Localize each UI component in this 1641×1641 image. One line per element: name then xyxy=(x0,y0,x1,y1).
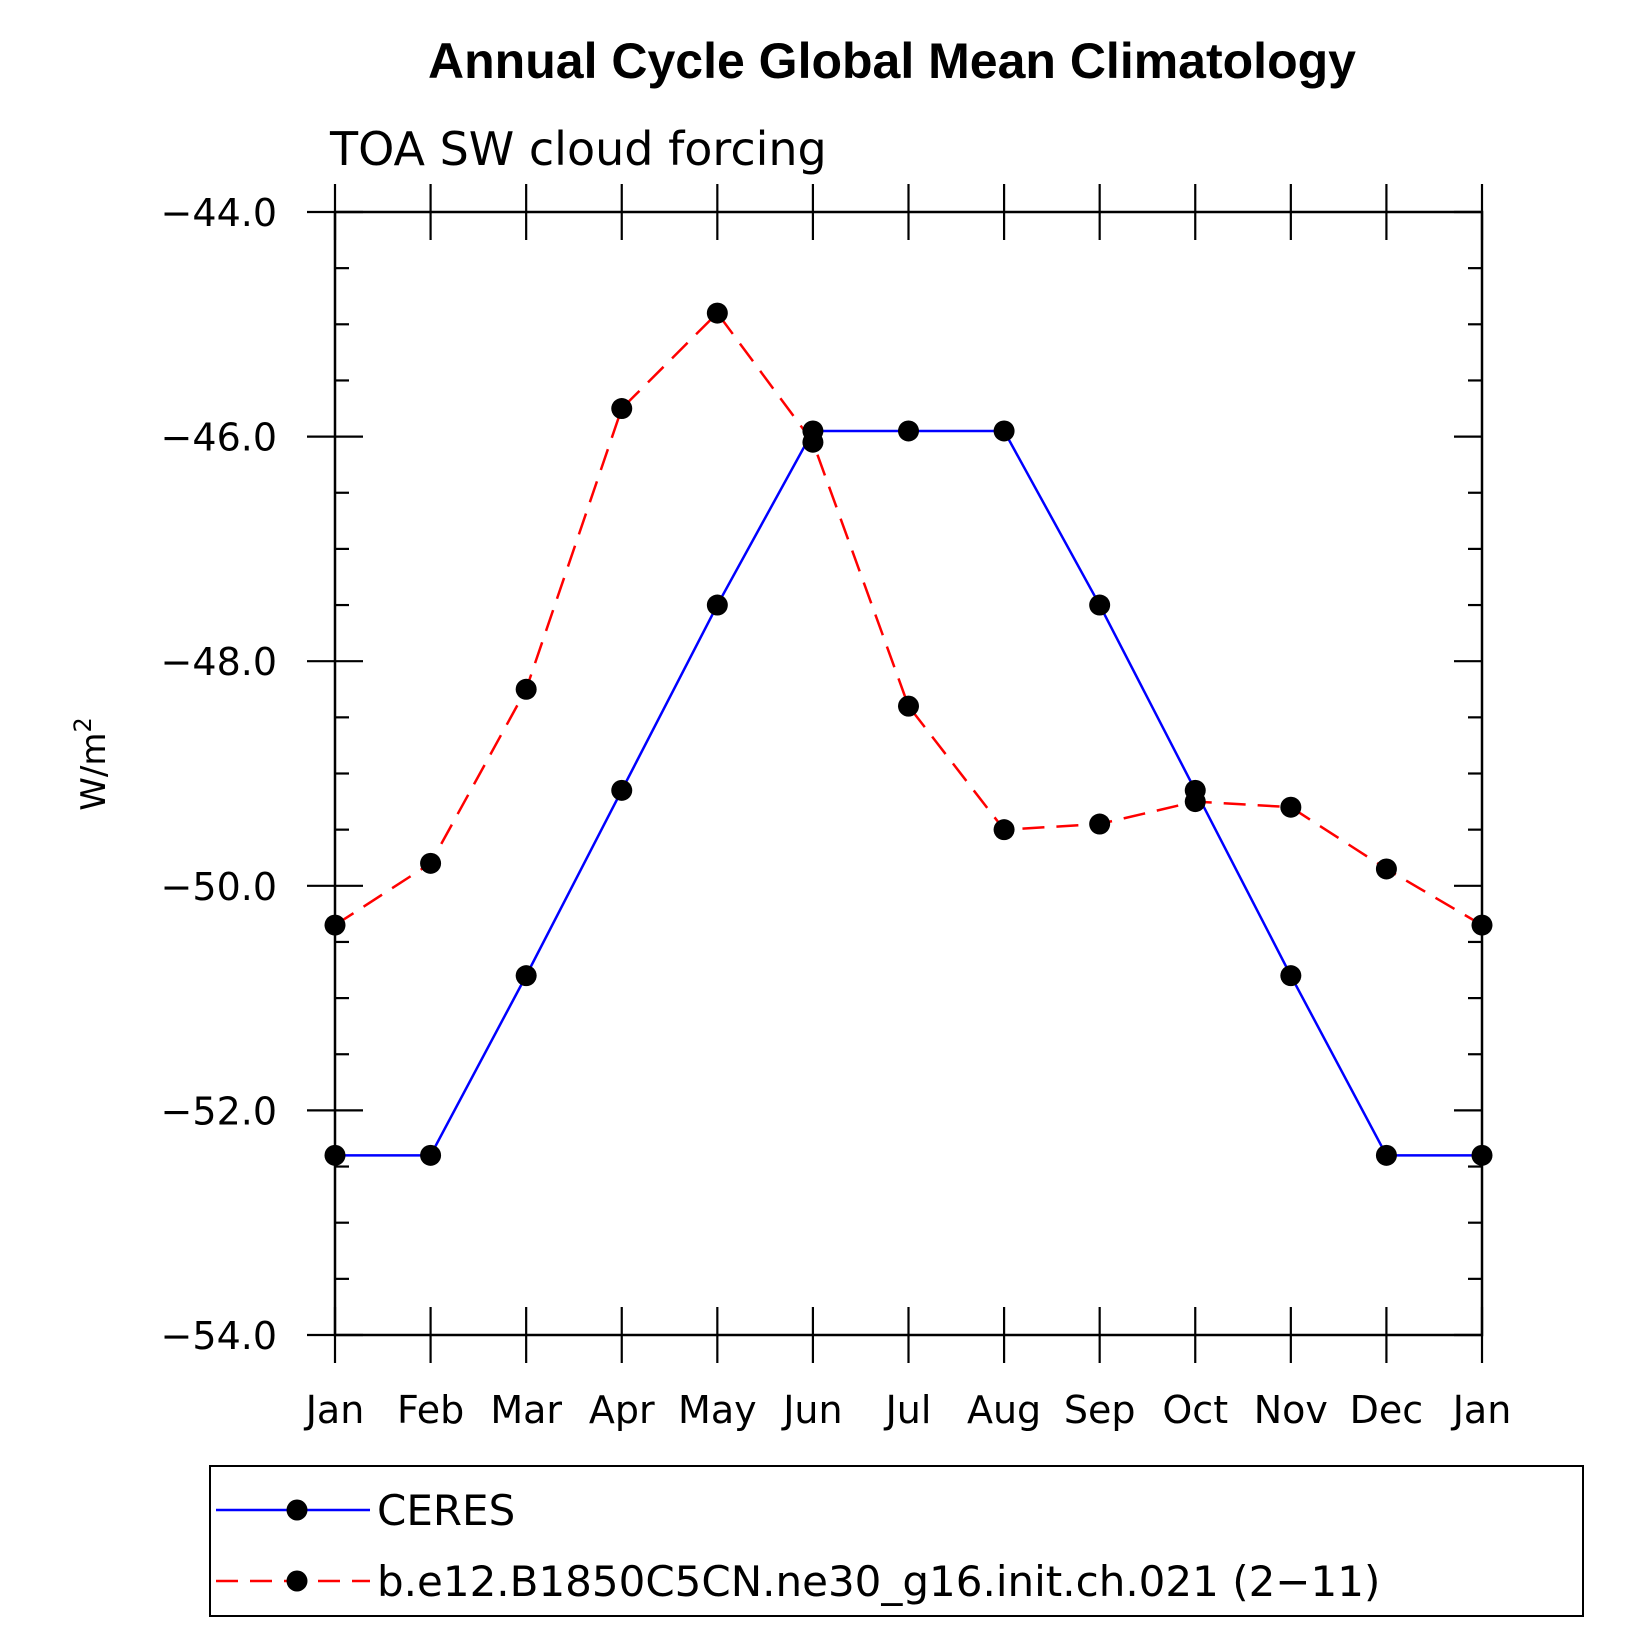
x-tick-label: Nov xyxy=(1254,1388,1328,1432)
data-point xyxy=(993,819,1015,841)
series-0-points xyxy=(324,420,1493,1166)
legend-box xyxy=(209,1465,1584,1617)
y-tick-label: −50.0 xyxy=(161,865,277,909)
data-point xyxy=(802,431,824,453)
data-point xyxy=(1184,791,1206,813)
data-point xyxy=(420,1144,442,1166)
data-point xyxy=(1089,813,1111,835)
data-point xyxy=(1089,594,1111,616)
chart-subtitle: TOA SW cloud forcing xyxy=(329,122,827,176)
y-tick-label: −44.0 xyxy=(161,191,277,235)
series-1 xyxy=(334,311,1483,927)
series-line xyxy=(334,311,1483,927)
x-tick-label: Jun xyxy=(781,1388,842,1432)
legend-swatch-marker xyxy=(286,1570,308,1592)
x-tick-label: Dec xyxy=(1350,1388,1424,1432)
legend: CERES b.e12.B1850C5CN.ne30_g16.init.ch.02… xyxy=(209,1465,1584,1617)
x-tick-label: Oct xyxy=(1162,1388,1228,1432)
x-tick-label: Jul xyxy=(884,1388,932,1432)
x-tick-label: May xyxy=(678,1388,757,1432)
plot-frame xyxy=(333,210,1484,1337)
data-point xyxy=(706,594,728,616)
chart-title: Annual Cycle Global Mean Climatology xyxy=(428,33,1356,89)
data-point xyxy=(611,779,633,801)
y-tick-label: −54.0 xyxy=(161,1314,277,1358)
y-tick-label: −46.0 xyxy=(161,416,277,460)
data-point xyxy=(1280,796,1302,818)
series-layer xyxy=(324,302,1493,1166)
data-point xyxy=(324,1144,346,1166)
x-tick-label: Jan xyxy=(304,1388,365,1432)
legend-swatch-marker xyxy=(286,1499,308,1521)
y-axis-label-text: W/m xyxy=(74,733,114,811)
x-tick-label: Sep xyxy=(1064,1388,1136,1432)
data-point xyxy=(324,914,346,936)
data-point xyxy=(611,398,633,420)
data-point xyxy=(1375,1144,1397,1166)
x-tick-label: Mar xyxy=(490,1388,562,1432)
data-point xyxy=(1471,914,1493,936)
data-point xyxy=(515,965,537,987)
data-point xyxy=(898,420,919,442)
series-line xyxy=(335,429,1482,1157)
y-axis-label-superscript: 2 xyxy=(69,717,97,732)
data-point xyxy=(1375,858,1397,880)
y-tick-label: −48.0 xyxy=(161,640,277,684)
x-tick-label: Apr xyxy=(589,1388,655,1432)
x-tick-label: Aug xyxy=(967,1388,1041,1432)
x-tick-label: Jan xyxy=(1451,1388,1512,1432)
series-1-points xyxy=(324,302,1493,936)
data-point xyxy=(420,852,442,874)
data-point xyxy=(706,302,728,324)
data-point xyxy=(515,678,537,700)
data-point xyxy=(1471,1144,1493,1166)
plot-axes: −44.0 −46.0 −48.0 −50.0 −52.0 −54.0 Jan Feb Mar A… xyxy=(161,184,1512,1432)
data-point xyxy=(1280,965,1302,987)
legend-label: b.e12.B1850C5CN.ne30_g16.init.ch.021 (2−… xyxy=(377,1557,1380,1606)
svg-text:W/m2: W/m2 xyxy=(69,717,114,810)
legend-label: CERES xyxy=(377,1486,515,1535)
y-tick-label: −52.0 xyxy=(161,1089,277,1133)
y-axis-label: W/m2 xyxy=(69,717,114,810)
series-0 xyxy=(335,429,1482,1157)
x-tick-label: Feb xyxy=(397,1388,464,1432)
data-point xyxy=(898,695,919,717)
data-point xyxy=(993,420,1015,442)
